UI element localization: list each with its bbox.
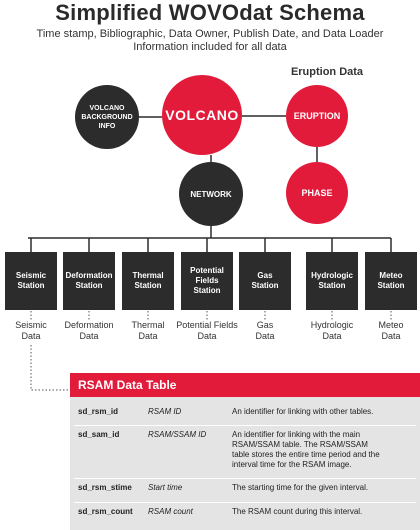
node-label: BACKGROUND [81,113,133,121]
data-label-line: Data [138,331,158,341]
field-name-cell: sd_rsm_count [78,507,133,516]
subtitle-line-1: Time stamp, Bibliographic, Data Owner, P… [36,28,384,40]
station-label: Station [193,286,221,295]
station-data-label: Meteo Data [356,320,420,342]
seismic-table-link [30,345,70,391]
station-box: Hydrologic Station [306,252,358,310]
description-line: The starting time for the given interval… [232,483,369,492]
display-name-cell: RSAM count [148,507,193,516]
station-box: Meteo Station [365,252,417,310]
station-label: Station [251,281,279,290]
station-label: Station [318,281,346,290]
volcano-node: VOLCANO [162,75,242,155]
node-label: VOLCANO [89,104,125,112]
description-cell: An identifier for linking with other tab… [232,407,414,417]
station-label: Deformation [65,271,113,280]
data-label-line: Potential Fields [176,320,238,330]
data-label-line: Data [79,331,99,341]
page-subtitle: Time stamp, Bibliographic, Data Owner, P… [20,28,400,54]
data-label-line: Thermal [131,320,165,330]
description-line: An identifier for linking with other tab… [232,407,374,416]
data-label-line: Hydrologic [310,320,354,330]
description-line: interval time for the RSAM image. [232,460,352,469]
station-box: Thermal Station [122,252,174,310]
station-label: Station [75,281,103,290]
row-divider [74,425,416,426]
data-label-line: Data [21,331,41,341]
data-label-line: Data [381,331,401,341]
data-label-line: Data [255,331,275,341]
rsam-table: sd_rsm_id RSAM ID An identifier for linkin… [70,397,420,530]
station-label: Station [377,281,405,290]
network-node: NETWORK [179,162,243,226]
station-box: Deformation Station [63,252,115,310]
station-data-label: Hydrologic Data [297,320,367,342]
station-data-label: Seismic Data [0,320,66,342]
page-title: Simplified WOVOdat Schema [55,0,365,25]
station-box: Seismic Station [5,252,57,310]
description-line: The RSAM count during this interval. [232,507,363,516]
phase-node: PHASE [286,162,348,224]
station-label: Potential [190,266,224,275]
station-data-label: Potential Fields Data [172,320,242,342]
data-label-line: Data [322,331,342,341]
data-label-line: Data [197,331,217,341]
station-label: Meteo [379,271,403,280]
eruption-data-label: Eruption Data [290,66,364,78]
station-label: Thermal [132,271,164,280]
data-label-line: Gas [256,320,274,330]
description-cell: The RSAM count during this interval. [232,507,414,517]
subtitle-line-2: Information included for all data [133,41,287,53]
data-label-line: Meteo [378,320,404,330]
field-name-cell: sd_rsm_id [78,407,119,416]
description-cell: The starting time for the given interval… [232,483,414,493]
volcano-background-info-node: VOLCANO BACKGROUND INFO [75,85,139,149]
station-label: Seismic [15,271,47,280]
field-name-cell: sd_rsm_stime [78,483,132,492]
display-name-cell: RSAM/SSAM ID [148,430,207,439]
field-name-cell: sd_sam_id [78,430,120,439]
station-box: Potential Fields Station [181,252,233,310]
display-name-cell: Start time [148,483,183,492]
station-data-label: Thermal Data [113,320,183,342]
station-data-label: Deformation Data [54,320,124,342]
station-label: Station [134,281,162,290]
station-label: Station [17,281,45,290]
station-label: Hydrologic [311,271,353,280]
description-line: table stores the entire time period and … [232,450,380,459]
description-line: An identifier for linking with the main [232,430,361,439]
eruption-node: ERUPTION [286,85,348,147]
description-cell: An identifier for linking with the main R… [232,430,414,470]
station-box: Gas Station [239,252,291,310]
node-label: INFO [98,122,116,130]
station-label: Gas [257,271,273,280]
data-label-line: Deformation [64,320,114,330]
station-data-label: Gas Data [230,320,300,342]
description-line: RSAM/SSAM table. The RSAM/SSAM [232,440,368,449]
station-label: Fields [195,276,219,285]
data-label-line: Seismic [15,320,47,330]
display-name-cell: RSAM ID [148,407,182,416]
row-divider [74,502,416,503]
rsam-table-title: RSAM Data Table [70,373,420,397]
row-divider [74,478,416,479]
